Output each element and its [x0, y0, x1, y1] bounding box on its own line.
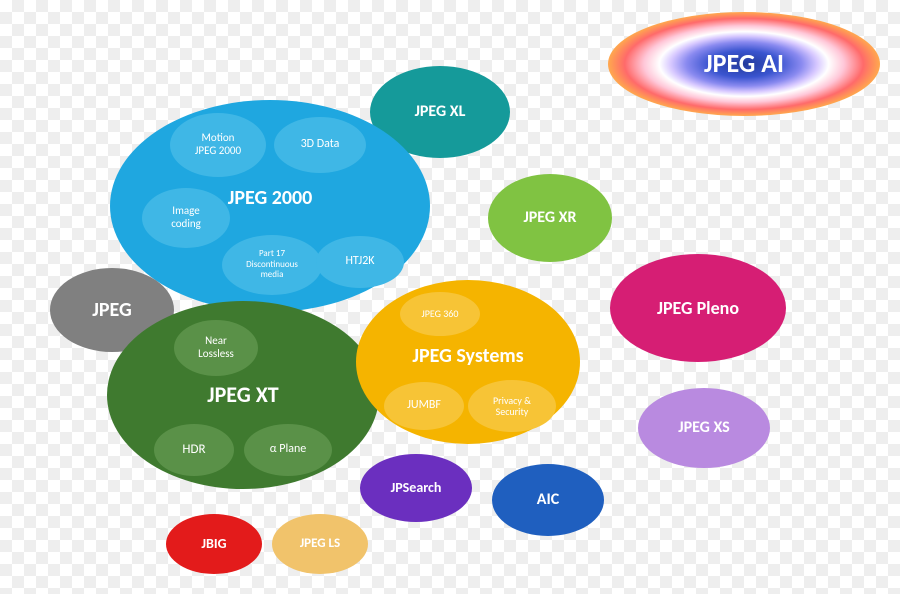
bubble-label: Part 17 Discontinuous media: [246, 249, 298, 280]
bubble-label: JPEG Pleno: [657, 298, 739, 319]
bubble-xt-near: Near Lossless: [174, 320, 258, 376]
bubble-label: HTJ2K: [345, 255, 374, 269]
bubble-jpsearch: JPSearch: [360, 454, 472, 522]
bubble-jbig: JBIG: [166, 514, 262, 574]
bubble-label: JPEG XR: [523, 209, 576, 227]
bubble-j2k-part17: Part 17 Discontinuous media: [222, 235, 322, 295]
diagram-stage: JPEG AI JPEG XL JPEG 2000 Motion JPEG 2000 3…: [0, 0, 900, 594]
bubble-label: Privacy & Security: [493, 395, 531, 418]
bubble-xt-alpha: α Plane: [244, 424, 332, 476]
bubble-jpeg-ai: JPEG AI: [608, 12, 880, 116]
bubble-label: JPEG XS: [678, 419, 729, 437]
bubble-jpeg-pleno: JPEG Pleno: [610, 254, 786, 362]
bubble-label: JPSearch: [391, 480, 442, 496]
bubble-j2k-htj2k: HTJ2K: [316, 236, 404, 288]
bubble-aic: AIC: [492, 464, 604, 536]
bubble-label: JPEG Systems: [412, 345, 523, 368]
bubble-label: HDR: [182, 443, 205, 458]
bubble-j2k-3d: 3D Data: [274, 117, 366, 173]
bubble-label: JUMBF: [407, 399, 441, 413]
bubble-label: JPEG AI: [704, 49, 784, 79]
bubble-label: Image coding: [171, 205, 201, 230]
bubble-label: JPEG 2000: [228, 187, 313, 210]
bubble-xt-hdr: HDR: [154, 424, 234, 476]
bubble-label: Motion JPEG 2000: [195, 132, 241, 157]
bubble-j2k-imgcod: Image coding: [142, 188, 230, 248]
bubble-jpeg-xs: JPEG XS: [638, 388, 770, 468]
bubble-label: JPEG LS: [300, 537, 340, 552]
bubble-label: AIC: [537, 491, 559, 509]
bubble-label: 3D Data: [301, 138, 340, 152]
bubble-jpeg-ls: JPEG LS: [272, 514, 368, 574]
bubble-label: JPEG: [92, 299, 131, 322]
bubble-label: Near Lossless: [198, 335, 234, 360]
bubble-label: JPEG XT: [207, 382, 278, 407]
bubble-label: JPEG 360: [422, 308, 459, 320]
bubble-jpeg-xr: JPEG XR: [488, 174, 612, 262]
bubble-j2k-motion: Motion JPEG 2000: [170, 113, 266, 177]
bubble-label: JPEG XL: [415, 103, 466, 121]
bubble-sys-priv: Privacy & Security: [468, 380, 556, 432]
bubble-label: α Plane: [270, 443, 307, 457]
bubble-sys-jumbf: JUMBF: [384, 382, 464, 430]
bubble-sys-360: JPEG 360: [400, 292, 480, 336]
bubble-label: JBIG: [201, 536, 226, 552]
